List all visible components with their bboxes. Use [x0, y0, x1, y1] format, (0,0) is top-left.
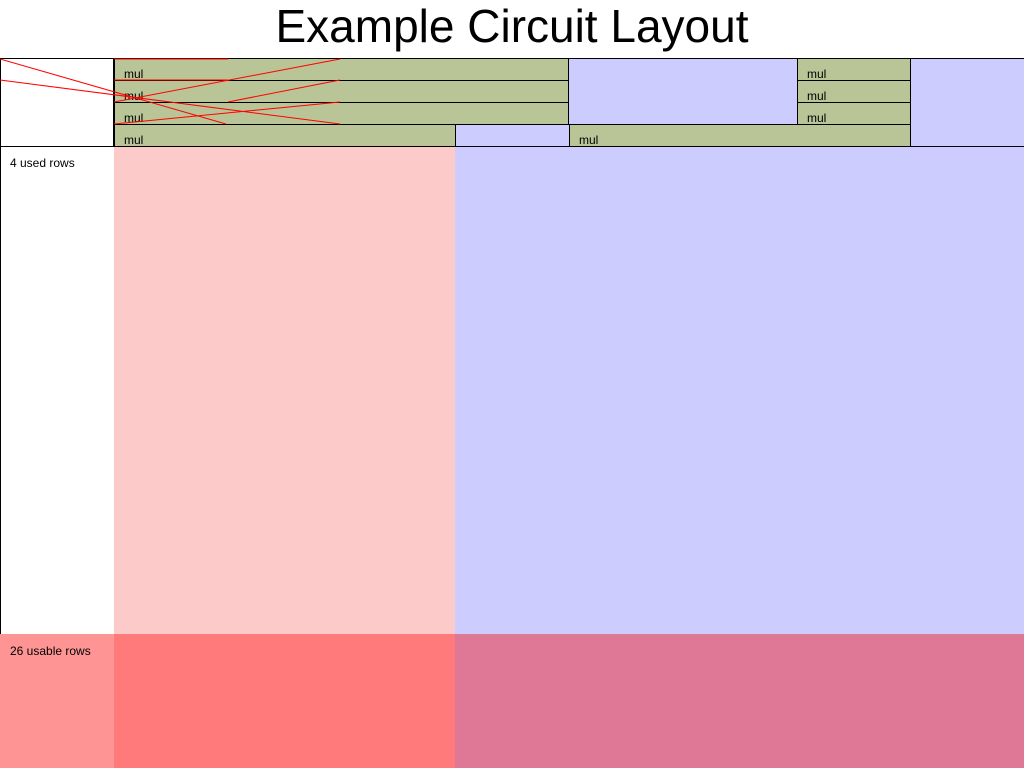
instance-header-area-1 [569, 58, 797, 124]
wire-line [0, 79, 341, 125]
blinding-advice-region [114, 634, 455, 768]
label-column-border [0, 146, 1, 634]
diagram-title: Example Circuit Layout [275, 0, 749, 52]
wire-line [0, 58, 227, 125]
blinding-instance-region [455, 634, 1024, 768]
gate-label: mul [807, 67, 827, 81]
wire-line [227, 79, 341, 103]
instance-header-area-3 [455, 124, 569, 146]
used-rows-label: 4 used rows [10, 156, 75, 170]
gate-label: mul [124, 111, 144, 125]
gate-label: mul [579, 133, 599, 147]
gate-label: mul [124, 67, 144, 81]
instance-header-area-2 [911, 58, 1024, 146]
advice-region [114, 147, 455, 634]
blinding-label-region [0, 634, 114, 768]
gate-label: mul [124, 133, 144, 147]
header-label-divider [113, 58, 114, 147]
usable-rows-label: 26 usable rows [10, 644, 91, 658]
header-strip-border [0, 58, 1024, 147]
instance-region [455, 147, 1024, 634]
gate-label: mul [807, 111, 827, 125]
gate-label: mul [807, 89, 827, 103]
wire-line [113, 101, 341, 125]
